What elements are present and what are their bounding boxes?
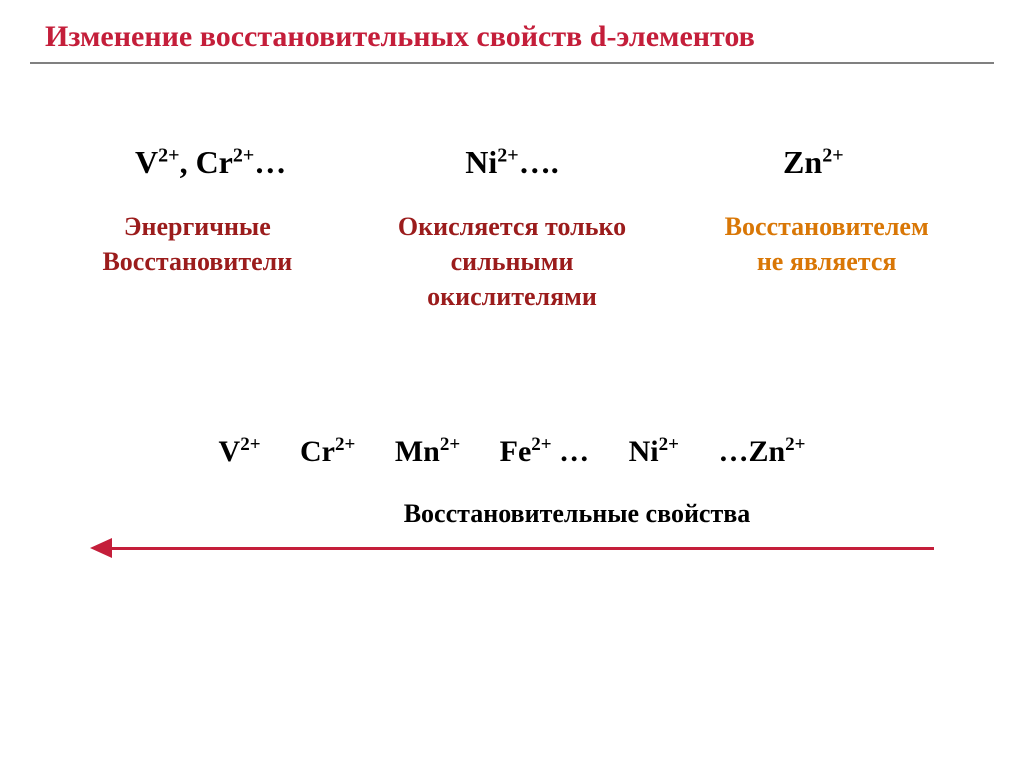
series-row: V2+ Cr2+ Mn2+ Fe2+ … Ni2+ …Zn2+ [30,434,994,469]
arrow-container [90,539,934,559]
ion-label-1: V2+, Cr2+… [135,144,286,180]
series-label: V2+ Cr2+ Mn2+ Fe2+ … Ni2+ …Zn2+ [203,435,822,468]
slide-container: Изменение восстановительных свойств d-эл… [0,0,1024,768]
ion-group-3: Zn2+ [663,144,964,181]
desc-3-line-1: Восстановителем [725,212,929,241]
title-divider [30,62,994,64]
desc-1-line-2: Восстановители [102,247,292,276]
slide-title: Изменение восстановительных свойств d-эл… [30,20,994,54]
desc-2-line-2: сильными [451,247,574,276]
arrow-head-icon [90,538,112,558]
arrow-line [110,547,934,550]
description-1: Энергичные Восстановители [40,209,355,314]
series-item-6: …Zn2+ [718,435,805,468]
arrow-label: Восстановительные свойства [220,499,934,529]
desc-1-line-1: Энергичные [124,212,271,241]
description-row: Энергичные Восстановители Окисляется тол… [30,209,994,314]
series-item-1: V2+ [219,435,261,468]
series-item-4: Fe2+ … [500,435,589,468]
desc-2-line-1: Окисляется только [398,212,626,241]
desc-2-line-3: окислителями [427,282,597,311]
ion-row: V2+, Cr2+… Ni2+…. Zn2+ [30,144,994,181]
series-item-5: Ni2+ [629,435,679,468]
desc-3-line-2: не является [757,247,897,276]
series-item-2: Cr2+ [300,435,355,468]
ion-label-2: Ni2+…. [465,144,558,180]
series-item-3: Mn2+ [395,435,460,468]
ion-group-2: Ni2+…. [361,144,662,181]
arrow-section: Восстановительные свойства [30,499,994,559]
description-3: Восстановителем не является [669,209,984,314]
description-2: Окисляется только сильными окислителями [355,209,670,314]
ion-label-3: Zn2+ [783,144,844,180]
ion-group-1: V2+, Cr2+… [60,144,361,181]
